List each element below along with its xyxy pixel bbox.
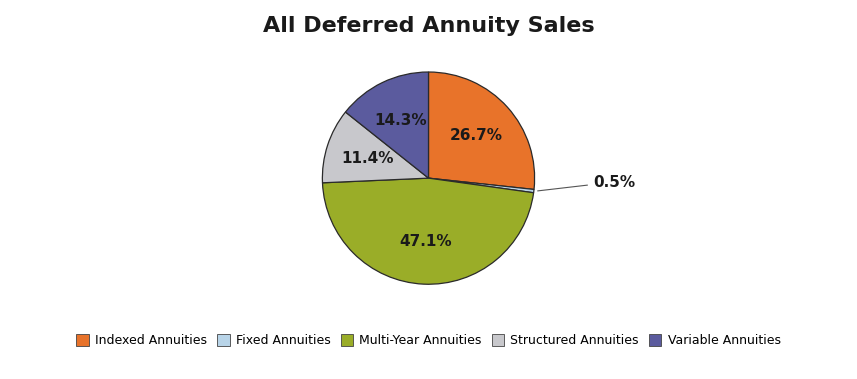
- Text: 47.1%: 47.1%: [399, 234, 452, 249]
- Wedge shape: [322, 178, 534, 284]
- Wedge shape: [345, 72, 428, 178]
- Text: 14.3%: 14.3%: [375, 113, 427, 128]
- Text: 26.7%: 26.7%: [449, 128, 502, 143]
- Text: 11.4%: 11.4%: [342, 151, 394, 166]
- Wedge shape: [428, 72, 535, 190]
- Title: All Deferred Annuity Sales: All Deferred Annuity Sales: [263, 16, 594, 36]
- Text: 0.5%: 0.5%: [537, 174, 635, 191]
- Legend: Indexed Annuities, Fixed Annuities, Multi-Year Annuities, Structured Annuities, : Indexed Annuities, Fixed Annuities, Mult…: [71, 329, 786, 352]
- Wedge shape: [428, 178, 534, 193]
- Wedge shape: [322, 112, 428, 183]
